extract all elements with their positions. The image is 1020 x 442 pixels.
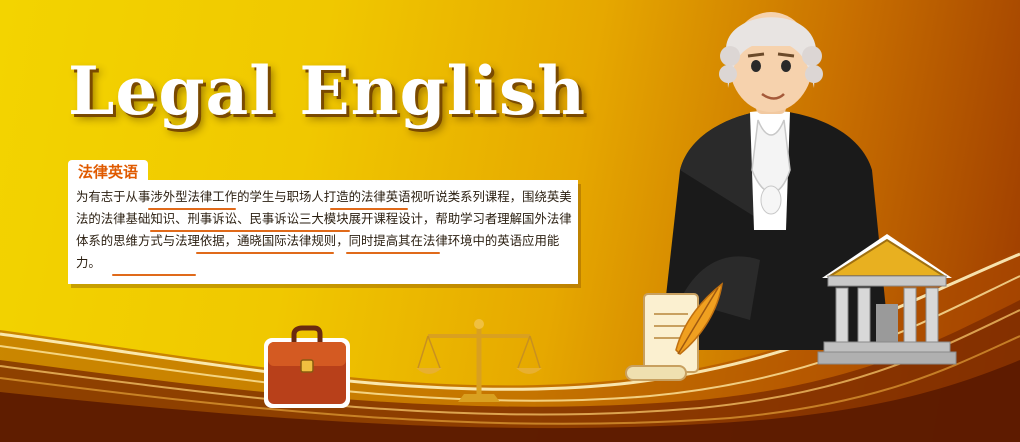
course-description: 为有志于从事涉外型法律工作的学生与职场人打造的法律英语视听说类系列课程，围绕英美… (76, 189, 572, 270)
briefcase-icon (264, 325, 350, 408)
highlight-underline (112, 274, 196, 276)
page-title: Legal English (68, 52, 587, 130)
scales-icon (416, 319, 542, 402)
courthouse-icon (817, 234, 957, 365)
course-tag: 法律英语 (68, 160, 149, 184)
highlight-underline (330, 208, 408, 210)
highlight-underline (150, 230, 350, 232)
highlight-underline (346, 252, 440, 254)
scroll-quill-icon (625, 282, 724, 381)
description-card (68, 180, 578, 284)
highlight-underline (148, 208, 236, 210)
highlight-underline (196, 252, 334, 254)
